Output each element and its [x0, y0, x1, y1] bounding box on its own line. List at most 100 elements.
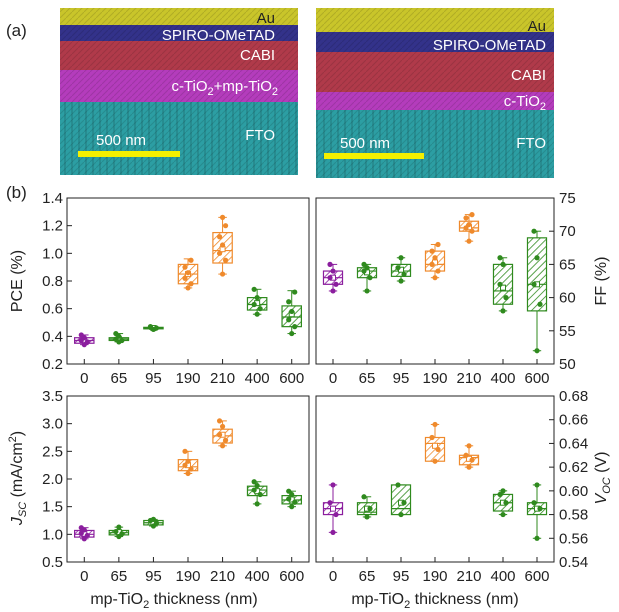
data-point — [257, 491, 263, 498]
data-point — [534, 348, 540, 354]
data-point — [432, 458, 438, 464]
data-point — [185, 470, 191, 477]
data-point — [185, 285, 191, 291]
ff-x-tick-label: 400 — [490, 370, 515, 387]
voc-y-tick-label: 0.56 — [559, 530, 588, 547]
voc-box-400 — [492, 488, 514, 518]
data-point — [116, 524, 122, 530]
data-point — [534, 255, 540, 261]
data-point — [333, 281, 339, 287]
jsc-x-tick-label: 95 — [145, 568, 162, 585]
voc-x-tick-label: 600 — [524, 568, 549, 585]
sem-label-spiro: SPIRO-OMeTAD — [162, 27, 275, 44]
pce-x-tick-label: 190 — [175, 370, 200, 387]
data-point — [289, 308, 295, 315]
panel-label-b: (b) — [6, 183, 27, 202]
ff-x-tick-label: 0 — [329, 370, 337, 387]
ff-x-tick-label: 210 — [456, 370, 481, 387]
data-point — [466, 238, 472, 244]
jsc-box-0 — [74, 525, 95, 542]
data-point — [537, 506, 543, 512]
data-point — [289, 330, 295, 337]
data-point — [153, 520, 160, 526]
data-point — [78, 332, 84, 338]
sem-texture — [316, 8, 554, 178]
jsc-plot-frame — [66, 395, 310, 563]
data-point — [219, 242, 226, 248]
pce-box-600 — [281, 289, 302, 337]
data-point — [286, 299, 292, 305]
pce-box-0 — [74, 332, 95, 348]
data-point — [364, 514, 370, 520]
ff-chart: 50 55 60 65 70 75 0 65 95 190 210 400 600 — [315, 190, 576, 387]
ff-y-tick-label: 65 — [559, 256, 576, 273]
data-point — [216, 234, 223, 240]
data-point — [147, 324, 154, 330]
data-point — [216, 432, 223, 438]
data-point — [113, 528, 119, 535]
ff-y-tick-label: 60 — [559, 290, 576, 307]
sem-label-au: Au — [257, 10, 275, 27]
data-point — [364, 288, 370, 294]
data-point — [432, 275, 438, 281]
data-point — [463, 225, 469, 231]
data-point — [216, 418, 223, 424]
jsc-box-65 — [108, 524, 130, 540]
data-point — [222, 437, 229, 443]
scalebar-label: 500 nm — [340, 135, 390, 152]
jsc-box-190 — [177, 448, 199, 477]
data-point — [182, 275, 188, 281]
ff-box-210 — [458, 212, 480, 244]
data-point — [435, 268, 441, 274]
data-point — [78, 525, 84, 531]
jsc-y-axis-label: JSC (mA/cm2) — [7, 431, 29, 526]
scalebar-label: 500 nm — [96, 132, 146, 149]
voc-y-tick-label: 0.60 — [559, 483, 588, 500]
data-point — [367, 506, 373, 512]
data-point — [401, 271, 407, 277]
pce-box-190 — [177, 257, 199, 291]
data-point — [327, 261, 333, 267]
jsc-y-tick-label: 2.0 — [42, 471, 63, 488]
voc-x-tick-label: 95 — [393, 568, 410, 585]
data-point — [435, 446, 441, 452]
sem-texture — [60, 8, 298, 175]
jsc-x-tick-label: 400 — [245, 568, 270, 585]
ff-box-95 — [390, 255, 412, 284]
ff-box-65 — [356, 261, 378, 294]
sem-label-au: Au — [528, 18, 546, 35]
ff-y-tick-label: 50 — [559, 356, 576, 373]
data-point — [531, 281, 537, 287]
voc-y-tick-label: 0.62 — [559, 459, 588, 476]
voc-box-190 — [424, 421, 446, 464]
pce-y-axis-label: PCE (%) — [9, 250, 26, 312]
voc-x-tick-label: 65 — [359, 568, 376, 585]
jsc-y-tick-label: 3.0 — [42, 416, 63, 433]
data-point — [251, 487, 257, 493]
data-point — [292, 499, 298, 505]
panel-label-a: (a) — [6, 21, 27, 40]
pce-box-95 — [143, 324, 164, 333]
data-point — [537, 301, 543, 307]
pce-x-tick-label: 400 — [245, 370, 270, 387]
data-point — [182, 264, 188, 270]
box — [492, 263, 514, 305]
ff-box-400 — [492, 255, 514, 314]
sem-label-spiro: SPIRO-OMeTAD — [433, 37, 546, 54]
data-point — [219, 271, 226, 277]
data-point — [257, 306, 263, 312]
data-point — [398, 511, 404, 518]
data-point — [254, 311, 260, 317]
ff-box-600 — [526, 228, 548, 354]
data-point — [182, 448, 188, 454]
data-point — [500, 511, 506, 518]
jsc-chart: 0.5 1.0 1.5 2.0 2.5 3.0 3.5 0 65 95 190 210 400 600 — [42, 388, 310, 585]
data-point — [469, 212, 475, 218]
voc-x-tick-label: 210 — [456, 568, 481, 585]
jsc-x-tick-label: 210 — [210, 568, 235, 585]
pce-y-tick-label: 0.4 — [42, 328, 63, 345]
voc-box-0 — [322, 482, 344, 535]
data-point — [398, 278, 404, 284]
data-point — [469, 228, 475, 234]
data-point — [432, 255, 438, 261]
